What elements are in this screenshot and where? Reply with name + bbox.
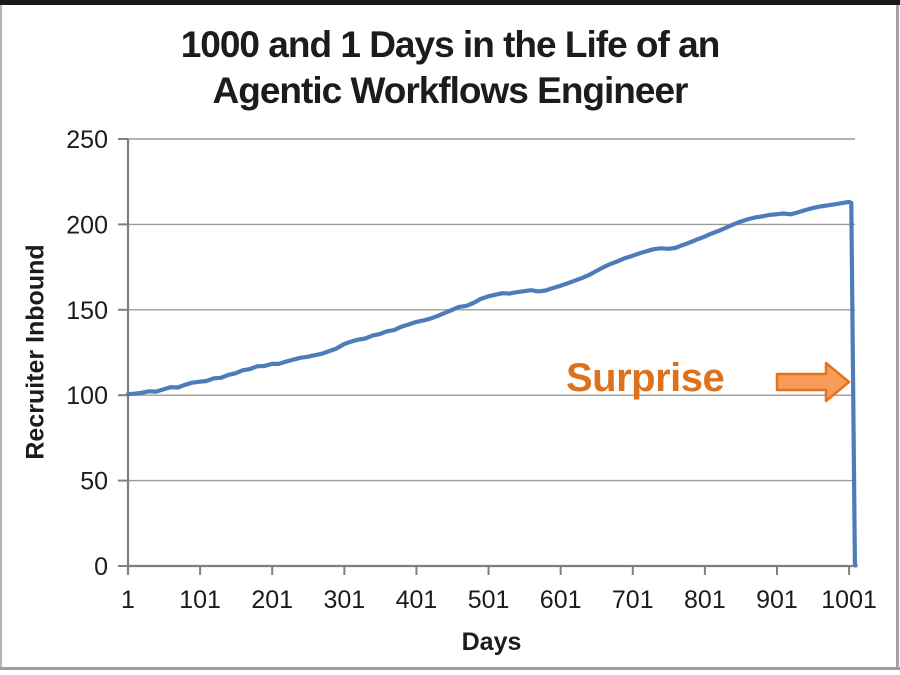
y-tick-label: 100	[66, 382, 108, 410]
chart-title-line1: 1000 and 1 Days in the Life of an	[180, 24, 721, 65]
series-line	[125, 199, 858, 568]
y-tick-label: 200	[66, 211, 108, 239]
x-tick-label: 601	[540, 586, 582, 614]
x-axis-title: Days	[461, 628, 522, 656]
x-tick-label: 101	[179, 586, 221, 614]
x-tick-label: 301	[323, 586, 365, 614]
figure-border-top	[0, 0, 900, 5]
figure-border-left	[0, 5, 2, 670]
x-tick-label: 701	[612, 586, 654, 614]
y-tick-label: 0	[94, 553, 108, 581]
chart-title: 1000 and 1 Days in the Life of an Agenti…	[0, 22, 900, 115]
surprise-annotation-label: Surprise	[566, 356, 725, 400]
y-tick-label: 50	[80, 468, 108, 496]
x-tick-label: 801	[684, 586, 726, 614]
y-tick-label: 150	[66, 297, 108, 325]
figure-border-bottom	[0, 667, 900, 670]
surprise-arrow-icon	[775, 361, 851, 403]
y-tick-label: 250	[66, 126, 108, 154]
x-tick-label: 401	[396, 586, 438, 614]
x-tick-label: 501	[468, 586, 510, 614]
x-tick-label: 1	[121, 586, 135, 614]
x-tick-label: 201	[251, 586, 293, 614]
chart-title-line2: Agentic Workflows Engineer	[212, 70, 689, 112]
x-tick-label: 1001	[821, 586, 877, 614]
figure-border-right	[896, 5, 899, 667]
x-tick-label: 901	[756, 586, 798, 614]
